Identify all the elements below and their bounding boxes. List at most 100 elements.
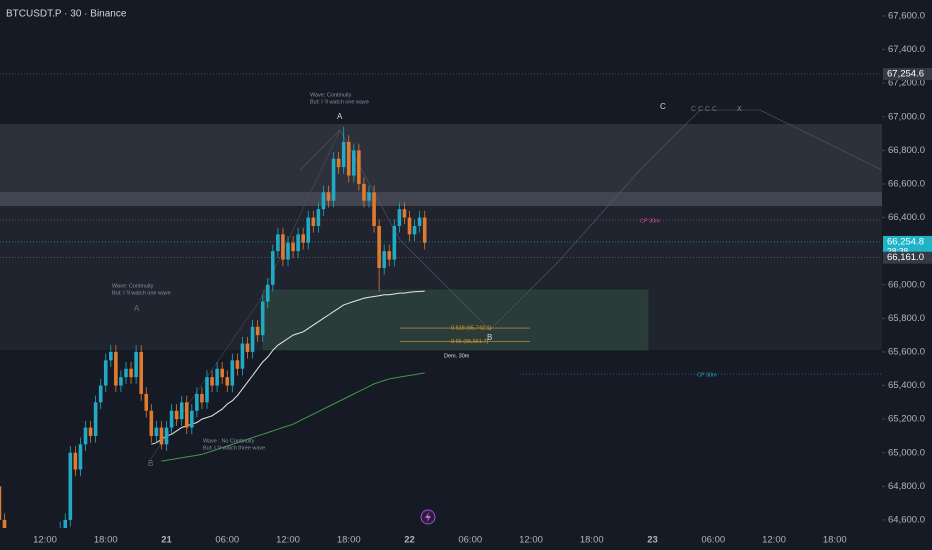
candle-body xyxy=(276,234,280,252)
overlay-line xyxy=(151,290,425,445)
candle-body xyxy=(154,427,159,436)
y-tick-label: 65,400.0 xyxy=(888,380,925,391)
wave-label: C xyxy=(660,102,666,111)
wave-label: A xyxy=(134,304,140,313)
candle-body xyxy=(240,343,245,369)
candle-body xyxy=(397,209,402,226)
x-axis-pane xyxy=(0,528,932,550)
candle-body xyxy=(316,209,321,226)
y-tick-label: 66,800.0 xyxy=(888,145,925,156)
candle-body xyxy=(402,209,407,218)
fib-label: 0.618 (65,742.1) xyxy=(451,326,492,332)
candle-body xyxy=(245,343,250,352)
y-tick-label: 67,200.0 xyxy=(888,78,925,89)
candle-body xyxy=(412,225,417,235)
candle-body xyxy=(164,427,169,445)
wave-label: B xyxy=(487,333,492,342)
candle-body xyxy=(341,141,346,168)
wave-label: C C C C xyxy=(691,106,717,113)
x-tick-label: 18:00 xyxy=(337,535,361,546)
candle-body xyxy=(367,192,371,201)
candle-body xyxy=(331,158,336,201)
chart-title: BTCUSDT.P · 30 · Binance xyxy=(6,9,127,20)
y-tick-label: 64,800.0 xyxy=(888,481,925,492)
cp-label: CP 30m xyxy=(640,218,660,224)
y-tick-label: 67,000.0 xyxy=(888,111,925,122)
candle-body xyxy=(301,234,305,243)
price-tag xyxy=(883,251,932,264)
y-tick-label: 67,400.0 xyxy=(888,44,925,55)
candle-body xyxy=(103,360,108,386)
candle-body xyxy=(0,486,2,520)
x-tick-label: 06:00 xyxy=(215,535,239,546)
candle-body xyxy=(321,192,326,210)
y-tick-label: 65,800.0 xyxy=(888,313,925,324)
candle-body xyxy=(215,368,219,386)
price-tag-label: 66,161.0 xyxy=(887,252,924,263)
price-tag xyxy=(883,67,932,80)
candle-body xyxy=(205,377,209,403)
wave-label: A xyxy=(337,112,343,121)
candle-body xyxy=(382,251,386,268)
candle-body xyxy=(417,217,422,226)
candle-body xyxy=(134,351,138,378)
x-tick-label: 06:00 xyxy=(701,535,725,546)
price-tag-label: 67,254.6 xyxy=(887,68,924,79)
gray-band xyxy=(0,192,882,206)
candle-body xyxy=(93,402,98,436)
candle-body xyxy=(387,251,392,260)
candle-body xyxy=(372,192,376,226)
x-tick-label: 12:00 xyxy=(762,535,786,546)
candle-body xyxy=(311,217,316,226)
candle-body xyxy=(326,192,331,201)
wave-label: B xyxy=(148,459,153,468)
candle-body xyxy=(144,393,149,411)
x-tick-label: 18:00 xyxy=(580,535,604,546)
candle-body xyxy=(265,284,270,302)
y-tick-label: 64,600.0 xyxy=(888,514,925,525)
y-tick-label: 65,600.0 xyxy=(888,346,925,357)
candle-body xyxy=(179,402,184,420)
candle-body xyxy=(73,452,78,470)
x-tick-label: 06:00 xyxy=(458,535,482,546)
x-tick-label: 12:00 xyxy=(33,535,57,546)
candle-body xyxy=(98,385,103,403)
overlay-line xyxy=(161,372,425,462)
candle-body xyxy=(250,326,255,352)
candle-body xyxy=(139,351,143,394)
candle-body xyxy=(281,234,285,260)
gray-zone xyxy=(0,124,882,206)
annotation: But: I 'll watch one wave xyxy=(310,99,369,105)
candle-body xyxy=(78,444,83,470)
candle-body xyxy=(174,410,179,420)
candle-body xyxy=(225,377,230,386)
candle-body xyxy=(422,217,427,243)
y-tick-label: 66,000.0 xyxy=(888,279,925,290)
candle-body xyxy=(392,225,397,260)
cp-label: CP 30m xyxy=(697,372,717,378)
demand-zone xyxy=(262,289,649,351)
candle-body xyxy=(195,393,199,411)
annotation: Wave: Continuity xyxy=(112,283,154,289)
candle-body xyxy=(255,326,260,336)
candle-body xyxy=(68,452,73,520)
y-tick-label: 67,600.0 xyxy=(888,10,925,21)
fib-label: 0.66 (65,661.7) xyxy=(451,339,488,345)
annotation: Wave : No Continuity xyxy=(203,438,255,444)
candle-body xyxy=(184,402,189,428)
candle-body xyxy=(357,150,361,184)
candle-body xyxy=(88,427,93,436)
x-tick-label: 12:00 xyxy=(276,535,300,546)
candle-body xyxy=(129,368,133,378)
candle-body xyxy=(190,410,194,428)
candle-body xyxy=(271,251,275,285)
candle-body xyxy=(286,242,290,260)
candle-body xyxy=(336,158,341,168)
candle-body xyxy=(377,225,381,268)
y-tick-label: 65,200.0 xyxy=(888,414,925,425)
candle-body xyxy=(291,242,295,252)
candle-body xyxy=(407,217,412,235)
candle-body xyxy=(220,368,224,378)
